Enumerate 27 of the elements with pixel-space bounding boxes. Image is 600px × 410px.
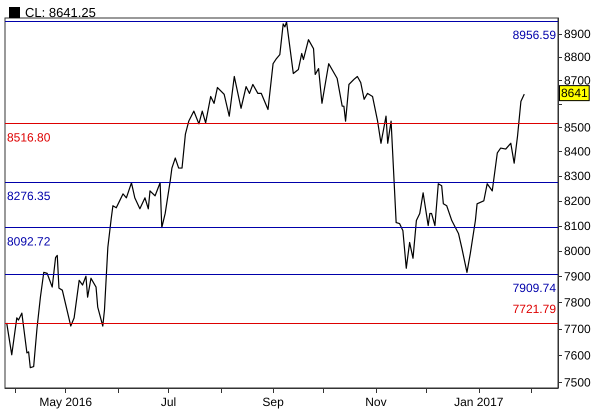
x-tick-label: May 2016 xyxy=(39,395,92,409)
y-tick-label: 8900 xyxy=(564,26,592,41)
x-tick-label: Sep xyxy=(262,395,284,409)
ref-line-label: 7721.79 xyxy=(512,302,556,316)
y-tick-label: 8300 xyxy=(564,169,592,184)
annotation: 8641 xyxy=(561,86,588,100)
x-tick-label: Nov xyxy=(365,395,387,409)
ref-line-label: 8956.59 xyxy=(512,28,556,42)
y-tick-label: 7700 xyxy=(564,322,592,336)
x-tick-label: Jan 2017 xyxy=(454,395,504,409)
y-tick-label: 8700 xyxy=(564,73,592,88)
y-tick-label: 8400 xyxy=(564,144,592,159)
y-tick-label: 8200 xyxy=(564,194,592,208)
ref-line-label: 8276.35 xyxy=(7,188,51,203)
legend-label: CL: 8641.25 xyxy=(25,5,96,20)
y-tick-label: 8000 xyxy=(564,244,592,258)
ref-line-label: 7909.74 xyxy=(512,281,556,296)
y-tick-label: 7800 xyxy=(564,296,592,310)
ref-line-label: 8092.72 xyxy=(7,234,51,249)
y-tick-label: 8800 xyxy=(564,50,592,64)
y-tick-label: 7500 xyxy=(564,376,592,390)
x-tick-label: Jul xyxy=(160,395,176,409)
y-tick-label: 7900 xyxy=(564,270,592,284)
y-tick-label: 7600 xyxy=(564,348,592,363)
y-tick-label: 8500 xyxy=(564,120,592,135)
ref-line-label: 8516.80 xyxy=(7,130,51,145)
y-tick-label: 8100 xyxy=(564,218,592,233)
